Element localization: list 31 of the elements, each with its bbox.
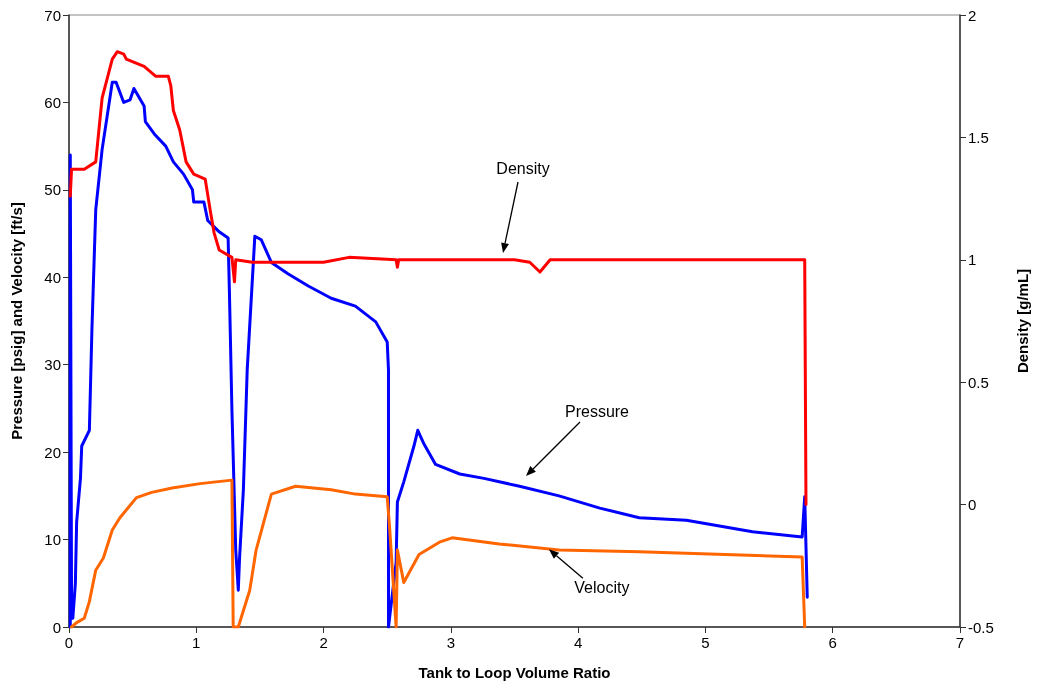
y-tick-label: 60 <box>44 93 61 111</box>
y2-tick-label: 2 <box>968 6 977 24</box>
x-axis-title: Tank to Loop Volume Ratio <box>418 664 611 681</box>
y2-tick-label: -0.5 <box>968 618 994 636</box>
y-tick-label: 70 <box>44 6 61 24</box>
y-tick-label: 10 <box>44 531 61 549</box>
y-tick-label: 30 <box>44 356 61 374</box>
annotation: Density <box>496 159 550 177</box>
y-tick-label: 50 <box>44 181 61 199</box>
annotation: Pressure <box>564 402 630 420</box>
y-tick-label: 0 <box>52 618 61 636</box>
x-tick-label: 1 <box>192 634 201 651</box>
x-tick-label: 6 <box>828 634 837 651</box>
y2-tick-label: 1 <box>968 251 977 269</box>
x-tick-label: 5 <box>701 634 710 651</box>
x-tick-label: 0 <box>64 634 74 651</box>
line-series <box>68 50 808 507</box>
annotation: Velocity <box>574 578 630 596</box>
y2-tick-label: 0.5 <box>968 373 989 391</box>
y2-axis-title: Density [g/mL] <box>1014 268 1031 374</box>
y-tick-label: 20 <box>44 443 61 461</box>
y-axis-title: Pressure [psig] and Velocity [ft/s] <box>8 202 25 440</box>
x-tick-label: 2 <box>319 634 328 651</box>
line-series <box>70 478 807 629</box>
x-tick-label: 3 <box>446 634 456 651</box>
y2-tick-label: 0 <box>968 496 977 514</box>
x-tick-label: 4 <box>573 634 583 651</box>
x-tick-label: 7 <box>955 634 965 651</box>
y-tick-label: 40 <box>44 268 61 286</box>
y2-tick-label: 1.5 <box>968 128 989 146</box>
line-series <box>68 80 809 629</box>
